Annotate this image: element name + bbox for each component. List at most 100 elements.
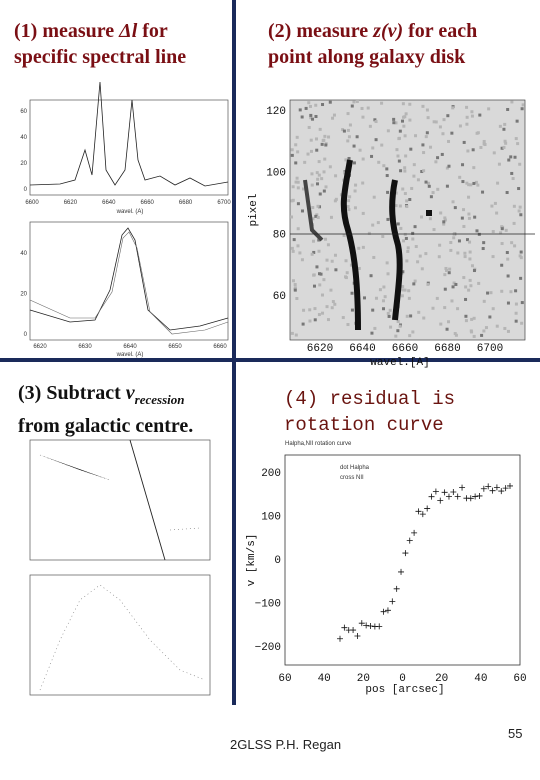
speckle [374, 120, 378, 124]
speckle [471, 148, 475, 152]
speckle [360, 106, 364, 110]
speckle [450, 131, 454, 135]
speckle [368, 124, 372, 128]
y-tick-label: 60 [20, 109, 27, 115]
legend-entry: dot Halpha [340, 465, 370, 471]
speckle [322, 189, 326, 193]
speckle [513, 155, 517, 159]
speckle [315, 213, 319, 217]
speckle [400, 119, 404, 123]
speckle [478, 113, 482, 117]
speckle [482, 139, 486, 143]
x-tick-label: 6680 [434, 343, 460, 355]
speckle [445, 166, 449, 170]
speckle [394, 191, 398, 195]
speckle [517, 209, 521, 213]
speckle [443, 273, 447, 277]
speckle [320, 142, 324, 146]
speckle [424, 135, 428, 139]
speckle [477, 281, 481, 285]
label-text: from galactic centre. [18, 415, 194, 437]
speckle [420, 170, 424, 174]
speckle [371, 223, 375, 227]
speckle [296, 180, 300, 184]
speckle [396, 319, 400, 323]
speckle [357, 246, 361, 250]
speckle [346, 128, 350, 132]
speckle [445, 327, 449, 331]
speckle [429, 145, 433, 149]
speckle [316, 204, 320, 208]
speckle [376, 221, 380, 225]
speckle [453, 332, 457, 336]
speckle [382, 164, 386, 168]
speckle [443, 216, 447, 220]
data-cross [467, 495, 474, 502]
speckle [315, 182, 319, 186]
speckle [432, 120, 436, 124]
speckle [306, 152, 310, 156]
x-tick-label: 20 [435, 673, 448, 685]
speckle [374, 296, 378, 300]
speckle [334, 268, 338, 272]
speckle [420, 215, 424, 219]
speckle [414, 134, 418, 138]
speckle [448, 267, 452, 271]
panel2-plot: 120 100 80 60 6620 6640 6660 6680 6700 wavel.[A]… [248, 99, 535, 369]
speckle [324, 237, 328, 241]
speckle [509, 290, 513, 294]
speckle [404, 112, 408, 116]
data-cross [454, 493, 461, 500]
speckle [497, 162, 501, 166]
speckle [327, 135, 331, 139]
y-tick-label: 0 [24, 332, 28, 338]
speckle [425, 108, 429, 112]
speckle [309, 113, 313, 117]
speckle [304, 106, 308, 110]
speckle [361, 211, 365, 215]
x-tick-label: 60 [513, 673, 526, 685]
speckle [307, 125, 311, 129]
y-tick-label: 0 [24, 187, 28, 193]
panel1-top-plot: 60 40 20 0 6600 6620 6640 6660 6680 6700 wavel. (… [20, 81, 231, 215]
speckle [373, 118, 377, 122]
speckle [454, 282, 458, 286]
speckle [392, 117, 396, 121]
speckle [447, 320, 451, 324]
speckle [312, 250, 316, 254]
speckle [320, 293, 324, 297]
speckle [326, 243, 330, 247]
speckle [463, 251, 467, 255]
speckle [333, 199, 337, 203]
speckle [399, 226, 403, 230]
speckle [499, 231, 503, 235]
speckle [403, 288, 407, 292]
speckle [465, 105, 469, 109]
speckle [403, 232, 407, 236]
speckle [325, 305, 329, 309]
data-cross [485, 483, 492, 490]
speckle [488, 315, 492, 319]
speckle [416, 260, 420, 264]
speckle [502, 145, 506, 149]
speckle [408, 118, 412, 122]
data-cross [337, 635, 343, 642]
speckle [405, 199, 409, 203]
speckle [398, 324, 402, 328]
speckle [290, 331, 294, 335]
speckle [470, 110, 474, 114]
speckle [315, 171, 319, 175]
speckle [347, 135, 351, 139]
label-text: (2) measure [268, 20, 374, 42]
speckle [398, 204, 402, 208]
speckle [313, 318, 317, 322]
speckle [482, 299, 486, 303]
speckle [445, 184, 449, 188]
y-label: pixel [248, 193, 260, 226]
speckle [290, 153, 294, 157]
speckle [443, 287, 447, 291]
x-label: pos [arcsec] [365, 684, 444, 696]
speckle [486, 291, 490, 295]
speckle [382, 285, 386, 289]
speckle [461, 180, 465, 184]
